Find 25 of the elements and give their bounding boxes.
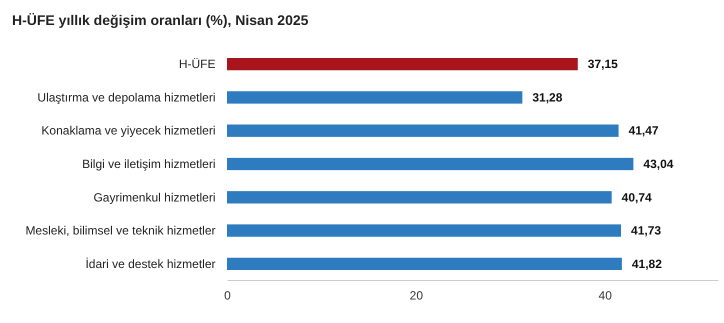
bar <box>227 224 622 237</box>
y-tick-label: Konaklama ve yiyecek hizmetleri <box>41 124 216 138</box>
bar <box>227 258 622 270</box>
y-tick-label: Mesleki, bilimsel ve teknik hizmetler <box>25 224 216 238</box>
bar <box>227 124 619 137</box>
x-tick-label: 0 <box>224 288 232 302</box>
data-label: 31,28 <box>532 90 563 104</box>
bar <box>227 58 578 70</box>
data-label: 41,47 <box>628 124 659 138</box>
y-tick-label: Ulaştırma ve depolama hizmetleri <box>37 90 216 104</box>
bar <box>227 191 612 204</box>
chart-title: H-ÜFE yıllık değişim oranları (%), Nisan 2025 <box>12 12 309 28</box>
x-tick-label: 20 <box>410 288 424 302</box>
data-label: 40,74 <box>622 190 652 204</box>
data-label: 43,04 <box>643 157 674 171</box>
data-label: 41,73 <box>631 224 662 238</box>
y-tick-label: Bilgi ve iletişim hizmetleri <box>82 157 216 171</box>
y-tick-label: H-ÜFE <box>178 57 216 72</box>
bar <box>227 158 634 170</box>
y-tick-label: İdari ve destek hizmetler <box>85 256 216 271</box>
x-tick-label: 40 <box>598 288 612 302</box>
bar <box>227 91 522 104</box>
data-label: 37,15 <box>588 57 618 72</box>
data-label: 41,82 <box>632 256 662 271</box>
y-tick-label: Gayrimenkul hizmetleri <box>93 190 216 204</box>
